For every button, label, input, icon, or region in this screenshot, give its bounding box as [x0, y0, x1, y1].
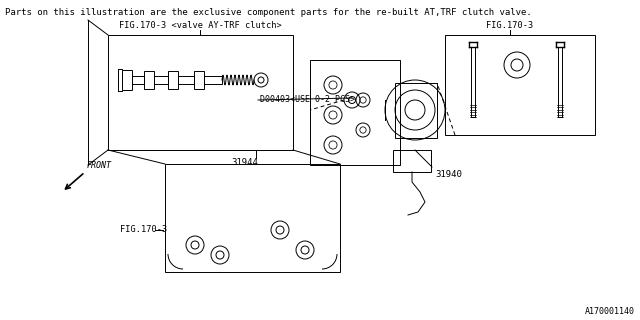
Bar [122, 70, 132, 90]
Bar [144, 71, 154, 89]
Text: FRONT: FRONT [87, 161, 112, 170]
Text: FIG.170-3: FIG.170-3 [486, 20, 534, 29]
Bar [168, 71, 178, 89]
Bar [108, 35, 293, 150]
Bar [393, 150, 431, 172]
Bar [204, 76, 222, 84]
Text: FIG.170-3: FIG.170-3 [120, 226, 167, 235]
Text: 31940: 31940 [435, 170, 462, 179]
Text: D00403<USE 0-2 PCS>: D00403<USE 0-2 PCS> [260, 95, 355, 105]
Text: FIG.170-3 <valve AY-TRF clutch>: FIG.170-3 <valve AY-TRF clutch> [118, 20, 282, 29]
Bar [154, 76, 168, 84]
Text: 31944: 31944 [232, 158, 259, 167]
Text: Parts on this illustration are the exclusive component parts for the re-built AT: Parts on this illustration are the exclu… [5, 8, 532, 17]
Bar [178, 76, 194, 84]
Bar [395, 83, 437, 138]
Bar [310, 60, 400, 165]
Bar [194, 71, 204, 89]
Bar [132, 76, 144, 84]
Bar [445, 35, 595, 135]
Bar [165, 164, 340, 272]
Text: A170001140: A170001140 [585, 307, 635, 316]
